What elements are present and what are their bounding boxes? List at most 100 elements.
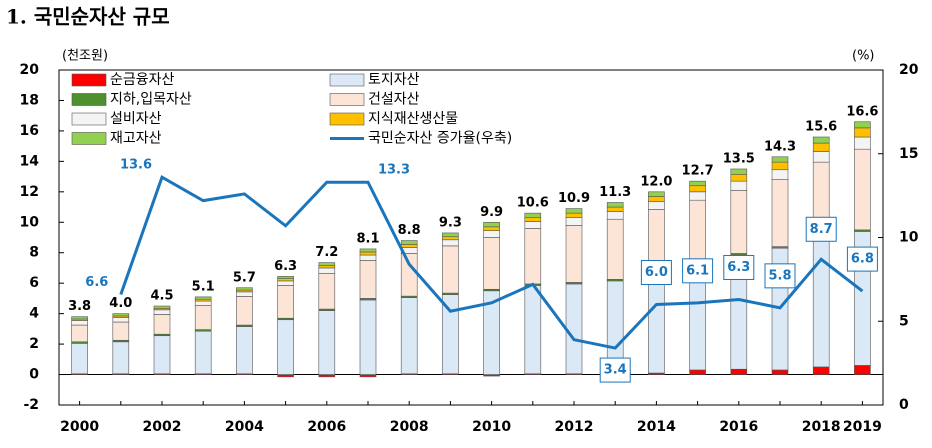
bar-segment xyxy=(71,343,88,375)
x-tick-label: 2000 xyxy=(60,419,99,435)
line-value-label: 8.7 xyxy=(810,222,833,237)
total-label: 9.9 xyxy=(480,205,503,220)
bar-segment xyxy=(689,185,706,193)
y2-tick-label: 5 xyxy=(899,313,909,329)
bar-segment xyxy=(689,180,706,187)
bar-segment xyxy=(812,234,830,368)
bar-segment xyxy=(153,309,171,315)
line-value-label: 5.8 xyxy=(768,268,791,283)
legend-label: 지식재산생산물 xyxy=(368,111,458,127)
chart-title: 1. 국민순자산 규모 xyxy=(6,5,170,29)
y-tick-label: 0 xyxy=(29,367,39,383)
bar-segment xyxy=(442,245,459,294)
bar-segment xyxy=(771,369,789,375)
bar-segment xyxy=(565,225,583,283)
bar-segment xyxy=(71,320,88,326)
bar-segment xyxy=(648,273,665,374)
bar-segment xyxy=(689,191,706,201)
y2-tick-label: 15 xyxy=(899,146,918,162)
legend-label: 국민순자산 증가율(우축) xyxy=(368,131,512,147)
bar-segment xyxy=(524,217,542,222)
legend-label: 순금융자산 xyxy=(110,72,175,88)
total-label: 13.5 xyxy=(723,151,755,166)
bar-segment xyxy=(359,254,377,261)
total-label: 14.3 xyxy=(764,139,796,154)
total-label: 8.8 xyxy=(398,223,421,238)
total-label: 8.1 xyxy=(356,231,379,246)
bar-segment xyxy=(112,341,130,375)
value-label-box xyxy=(805,216,837,242)
bar-segment xyxy=(194,305,212,330)
bar-segment xyxy=(442,236,459,241)
bar-segment xyxy=(730,174,748,182)
bar-segment xyxy=(400,240,418,245)
total-label: 11.3 xyxy=(599,185,631,200)
bar-segment xyxy=(483,221,500,228)
y2-tick-label: 10 xyxy=(899,230,919,246)
bar-segment xyxy=(854,136,871,150)
y-tick-label: 8 xyxy=(29,245,39,261)
line-value-label: 6.6 xyxy=(85,275,108,290)
bar-segment xyxy=(565,212,583,219)
plot-frame xyxy=(58,69,884,406)
bar-segment xyxy=(400,297,418,375)
bar-segment xyxy=(194,330,212,375)
bar-segment xyxy=(565,208,583,214)
legend-swatch xyxy=(71,132,107,145)
bar-segment xyxy=(318,265,336,269)
bar-segment xyxy=(153,305,171,309)
bar-segment xyxy=(730,368,748,375)
legend-swatch xyxy=(71,112,107,126)
bar-segment xyxy=(277,280,294,286)
y-tick-label: 12 xyxy=(20,184,39,200)
bar-segment xyxy=(359,248,377,253)
bar-segment xyxy=(236,291,253,297)
total-label: 4.0 xyxy=(109,296,132,311)
line-value-label: 13.3 xyxy=(378,163,410,178)
bar-segment xyxy=(359,299,377,375)
bar-segment xyxy=(854,148,871,231)
bar-segment xyxy=(359,374,377,378)
line-value-label: 3.4 xyxy=(604,363,627,378)
total-label: 12.0 xyxy=(640,174,672,189)
bar-segment xyxy=(854,121,871,129)
bar-segment xyxy=(71,316,88,320)
bar-segment xyxy=(606,211,624,220)
bar-segment xyxy=(318,374,336,378)
bar-segment xyxy=(524,212,542,219)
y2-axis-label: (%) xyxy=(852,49,875,64)
bar-segment xyxy=(277,276,294,279)
bar-segment xyxy=(483,230,500,238)
total-label: 3.8 xyxy=(68,299,91,314)
bar-segment xyxy=(854,365,871,375)
legend-label: 재고자산 xyxy=(110,131,162,147)
bar-segment xyxy=(648,201,665,210)
legend-swatch xyxy=(329,112,365,126)
bar-segment xyxy=(236,326,253,375)
bar-segment xyxy=(112,313,130,317)
bar-segment xyxy=(236,287,253,291)
bar-segment xyxy=(771,179,789,247)
bar-segment xyxy=(277,319,294,375)
x-tick-label: 2016 xyxy=(719,419,758,435)
x-tick-label: 2002 xyxy=(143,419,182,435)
x-tick-label: 2004 xyxy=(225,419,264,435)
legend-swatch xyxy=(329,93,365,106)
bar-segment xyxy=(812,366,830,375)
bar-segment xyxy=(112,317,130,323)
bar-segment xyxy=(524,228,542,285)
growth-line xyxy=(119,175,864,350)
legend-label: 설비자산 xyxy=(110,111,162,127)
bar-segment xyxy=(689,369,706,375)
bar-segment xyxy=(771,169,789,180)
bar-segment xyxy=(689,199,706,263)
line-value-label: 6.0 xyxy=(645,265,668,280)
total-label: 7.2 xyxy=(315,245,338,260)
bar-segment xyxy=(153,314,171,335)
total-label: 10.9 xyxy=(558,191,590,206)
total-label: 5.1 xyxy=(192,279,215,294)
y-tick-label: 16 xyxy=(20,123,39,139)
bar-segment xyxy=(771,156,789,163)
y-tick-label: 20 xyxy=(20,62,40,78)
